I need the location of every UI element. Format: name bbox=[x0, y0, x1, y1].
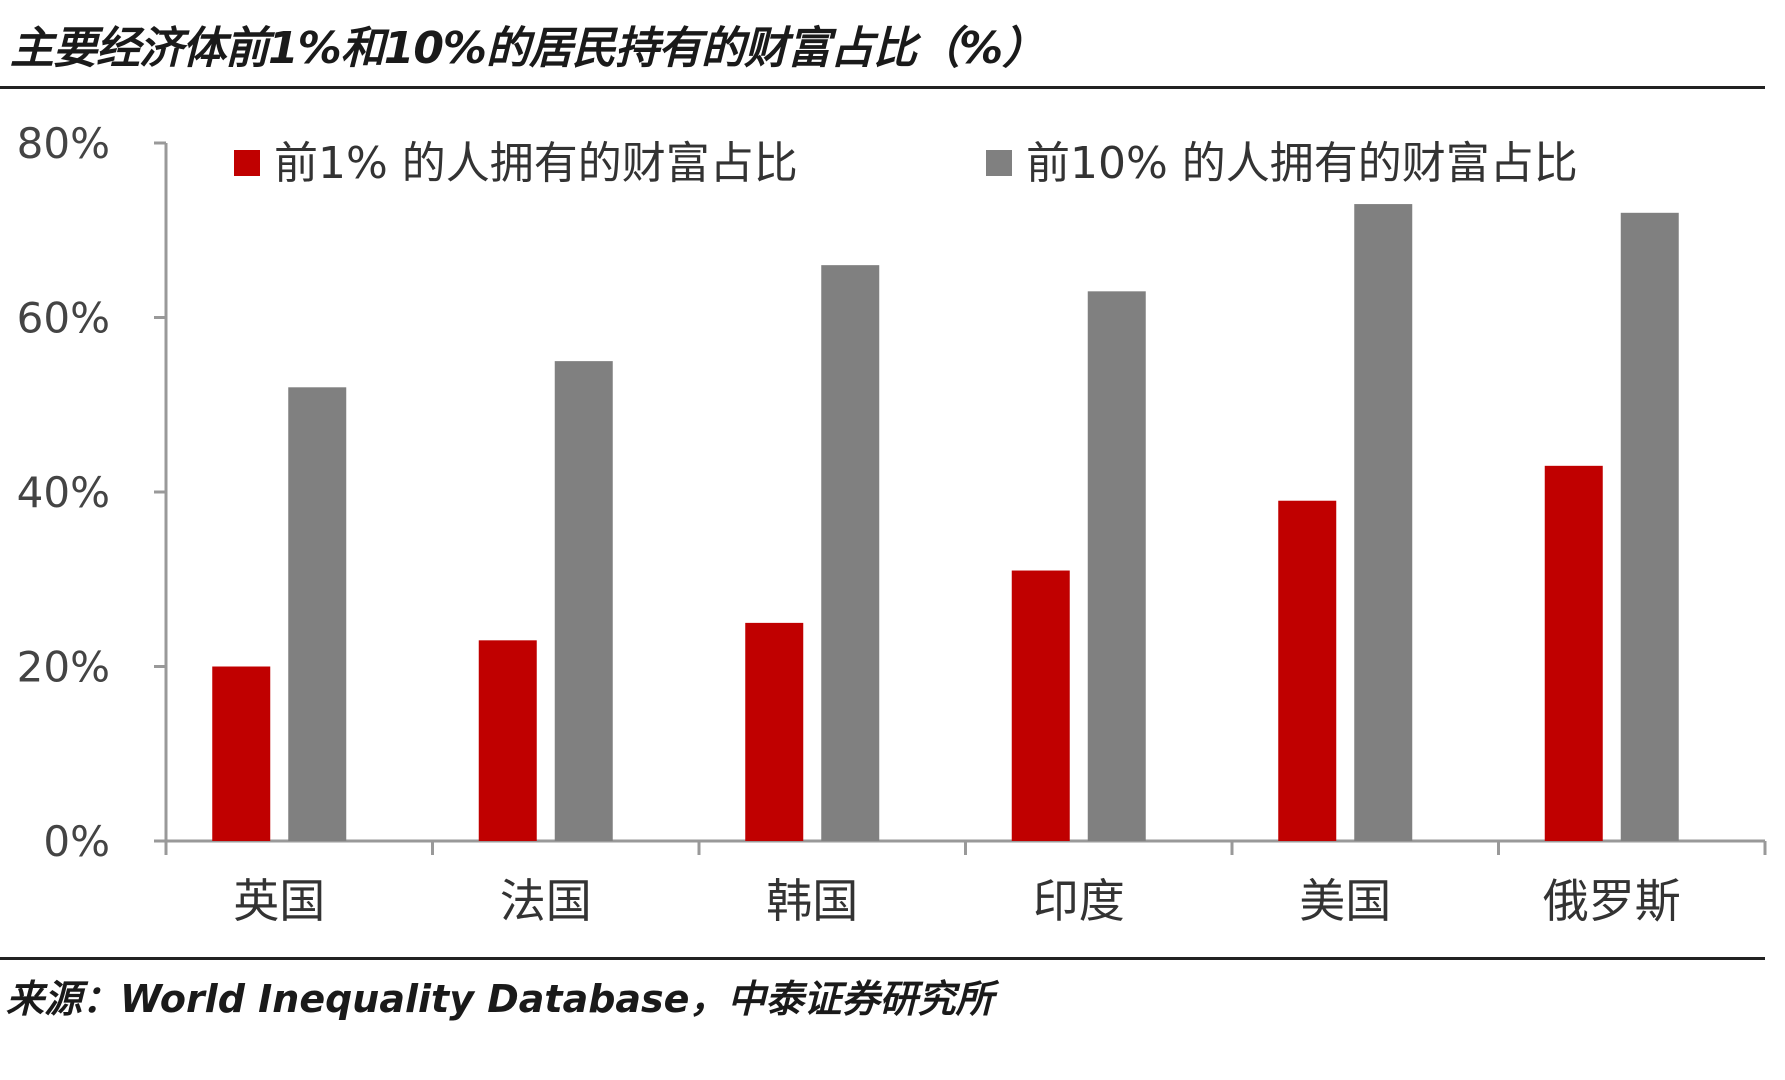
bar-top1-0 bbox=[212, 666, 271, 841]
bar-top1-5 bbox=[1544, 465, 1603, 841]
y-tick-label: 60% bbox=[17, 294, 110, 343]
title-divider bbox=[0, 86, 1765, 89]
bar-chart: 0% 20% 40% 60% 80% 英国 法国 韩国 印度 美国 俄罗斯 前1% 的人拥有的财富占比… bbox=[17, 119, 1767, 928]
bar-top1-1 bbox=[478, 640, 537, 841]
y-tick-label: 20% bbox=[17, 643, 110, 692]
bar-top10-3 bbox=[1087, 291, 1146, 841]
bar-top1-2 bbox=[745, 622, 804, 841]
chart-title: 主要经济体前1%和10%的居民持有的财富占比（%） bbox=[10, 23, 1046, 74]
x-category-label: 印度 bbox=[1033, 874, 1125, 928]
source-note: 来源：World Inequality Database，中泰证券研究所 bbox=[6, 977, 994, 1021]
bar-top10-5 bbox=[1620, 212, 1679, 842]
x-category-label: 英国 bbox=[233, 874, 325, 928]
legend-top10-swatch bbox=[986, 150, 1012, 176]
legend-top1-swatch bbox=[234, 150, 260, 176]
bar-top10-2 bbox=[821, 265, 880, 841]
x-category-label: 韩国 bbox=[766, 874, 858, 928]
y-tick-label: 40% bbox=[17, 468, 110, 517]
source-divider bbox=[0, 957, 1765, 960]
bar-top10-4 bbox=[1354, 204, 1413, 841]
bar-top1-4 bbox=[1278, 500, 1337, 841]
legend-top1-label: 前1% 的人拥有的财富占比 bbox=[274, 138, 798, 189]
legend-top10-label: 前10% 的人拥有的财富占比 bbox=[1026, 138, 1578, 189]
y-tick-label: 0% bbox=[43, 817, 110, 866]
x-category-label: 法国 bbox=[500, 874, 592, 928]
x-category-label: 俄罗斯 bbox=[1543, 874, 1681, 928]
y-tick-label: 80% bbox=[17, 119, 110, 168]
bar-top10-1 bbox=[554, 361, 613, 841]
bar-top1-3 bbox=[1011, 570, 1070, 841]
bar-top10-0 bbox=[288, 387, 347, 841]
x-category-label: 美国 bbox=[1299, 874, 1391, 928]
